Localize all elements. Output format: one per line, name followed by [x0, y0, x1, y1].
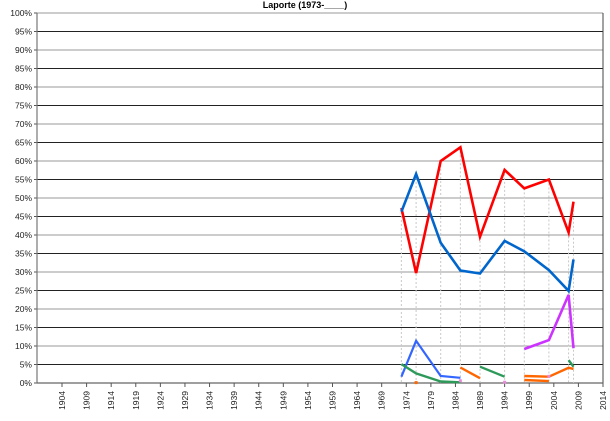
y-tick-label: 5%: [20, 360, 33, 370]
pink-dot: [503, 380, 507, 384]
x-tick-label: 1979: [426, 391, 436, 410]
y-tick-label: 65%: [15, 138, 32, 148]
x-tick-label: 2009: [573, 391, 583, 410]
x-tick-label: 1989: [475, 391, 485, 410]
x-tick-label: 1944: [254, 391, 264, 410]
x-tick-label: 1919: [131, 391, 141, 410]
x-tick-label: 1959: [328, 391, 338, 410]
x-tick-label: 1909: [82, 391, 92, 410]
series-line-orange-b: [524, 366, 574, 378]
x-tick-label: 1994: [500, 391, 510, 410]
x-tick-label: 1984: [450, 391, 460, 410]
series-line-green-c: [567, 359, 575, 368]
y-tick-label: 10%: [15, 341, 32, 351]
x-tick-label: 1954: [303, 391, 313, 410]
series-line-red: [400, 145, 575, 274]
series-line-green-a: [400, 363, 461, 384]
y-tick-label: 50%: [15, 193, 32, 203]
x-tick-label: 1939: [229, 391, 239, 410]
y-tick-label: 45%: [15, 212, 32, 222]
x-tick-label: 1934: [205, 391, 215, 410]
x-tick-label: 2004: [549, 391, 559, 410]
chart-title: Laporte (1973-____): [262, 0, 348, 10]
y-tick-label: 25%: [15, 286, 32, 296]
y-tick-label: 0%: [20, 378, 33, 388]
series-line-purple: [523, 294, 575, 351]
orange-dot: [414, 381, 418, 385]
pink-dot: [547, 374, 551, 378]
x-tick-label: 1929: [180, 391, 190, 410]
x-tick-label: 1949: [278, 391, 288, 410]
y-tick-label: 55%: [15, 175, 32, 185]
series-line-orange-c: [524, 378, 549, 383]
y-tick-label: 75%: [15, 101, 32, 111]
x-tick-label: 1999: [524, 391, 534, 410]
x-tick-label: 1974: [401, 391, 411, 410]
x-tick-label: 1964: [352, 391, 362, 410]
series-line-green-b: [479, 365, 506, 378]
y-tick-label: 95%: [15, 27, 32, 37]
y-tick-label: 40%: [15, 230, 32, 240]
y-tick-label: 20%: [15, 304, 32, 314]
x-tick-label: 1904: [57, 391, 67, 410]
x-tick-label: 2014: [598, 391, 608, 410]
series-line-light-blue: [400, 338, 461, 379]
y-tick-label: 80%: [15, 82, 32, 92]
y-tick-label: 70%: [15, 119, 32, 129]
y-tick-label: 100%: [10, 8, 32, 18]
y-tick-label: 15%: [15, 323, 32, 333]
y-tick-label: 30%: [15, 267, 32, 277]
x-tick-label: 1914: [106, 391, 116, 410]
y-tick-label: 90%: [15, 45, 32, 55]
y-tick-label: 35%: [15, 249, 32, 259]
y-tick-label: 60%: [15, 156, 32, 166]
y-tick-label: 85%: [15, 64, 32, 74]
series-line-blue: [400, 170, 575, 294]
series-line-orange-a: [459, 366, 481, 380]
x-tick-label: 1969: [377, 391, 387, 410]
pink-dot: [458, 379, 462, 383]
x-tick-label: 1924: [155, 391, 165, 410]
